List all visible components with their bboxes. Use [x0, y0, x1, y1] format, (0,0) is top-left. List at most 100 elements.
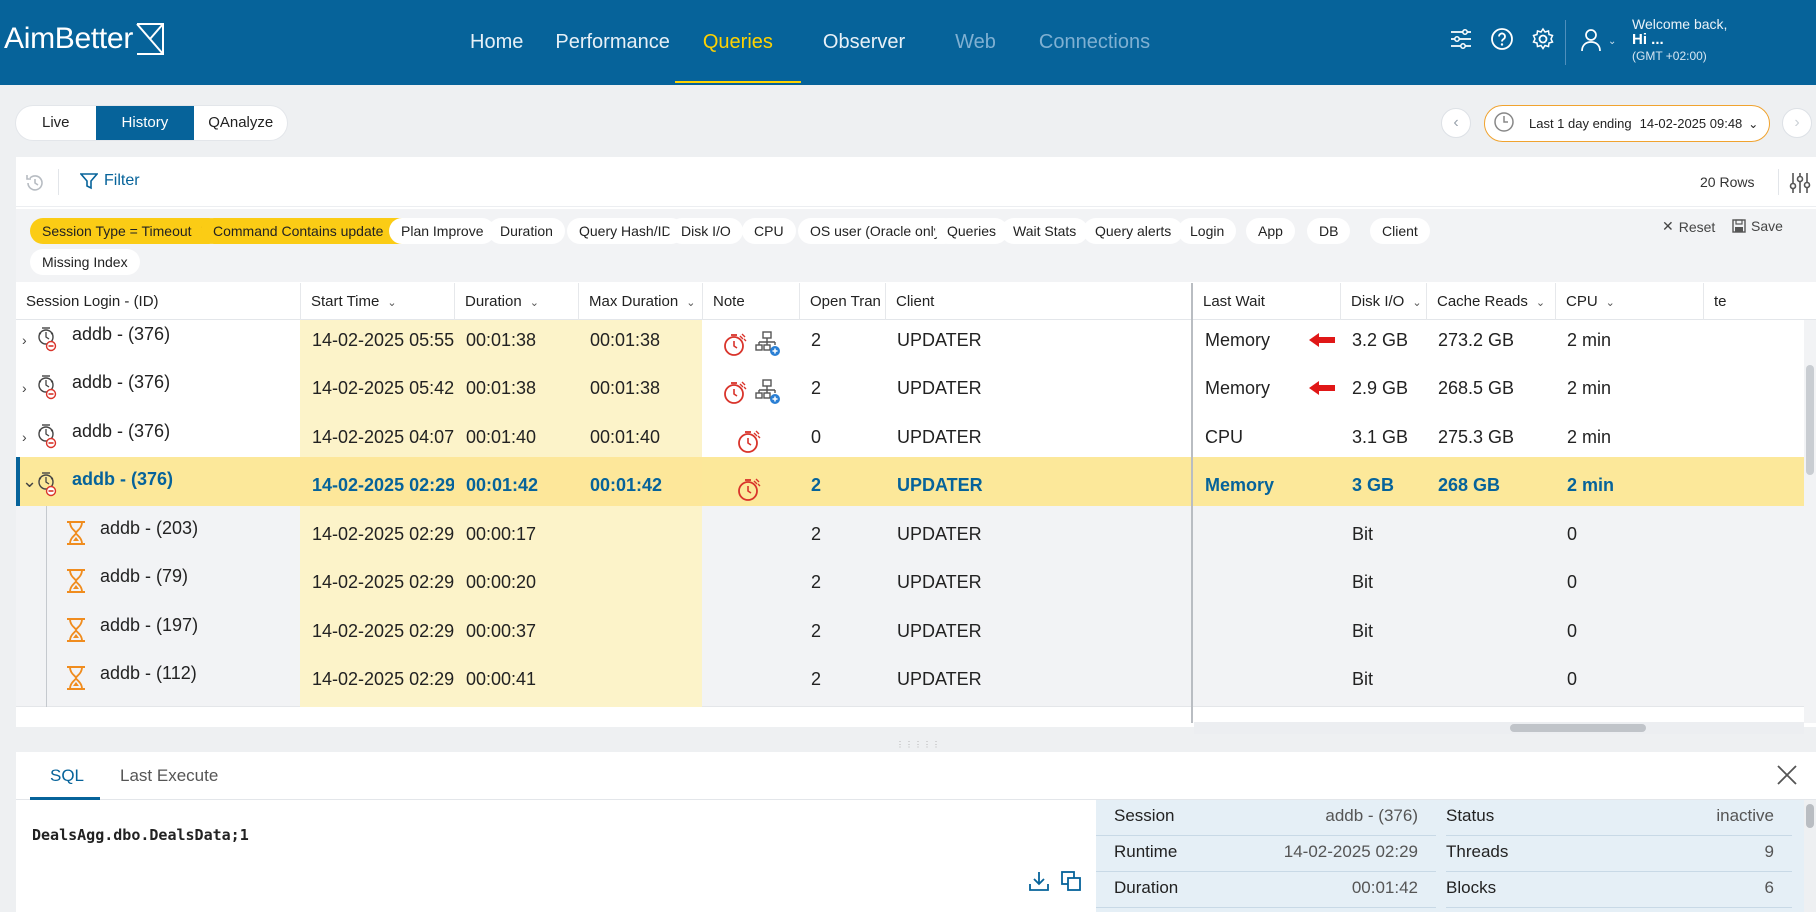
col-start-time[interactable]: Start Time ⌄ [300, 283, 454, 320]
chip-app[interactable]: App [1246, 218, 1295, 244]
info-status: Status inactive [1446, 800, 1792, 836]
nav-performance[interactable]: Performance [555, 31, 670, 53]
chip-plan-improve[interactable]: Plan Improve [389, 218, 496, 244]
col-cache-reads[interactable]: Cache Reads ⌄ [1426, 283, 1555, 320]
cell-open-tran: 2 [811, 572, 822, 592]
col-session-login[interactable]: Session Login - (ID) [16, 283, 300, 320]
hourglass-icon [64, 665, 88, 696]
table-row[interactable]: › addb - (376) 14-02-2025 04:07 00:01:40 00:… [16, 409, 1804, 465]
chevron-down-icon: ⌄ [387, 297, 397, 309]
col-label: CPU [1566, 293, 1598, 310]
cell-session-login: addb - (79) [100, 566, 189, 586]
nav-home[interactable]: Home [470, 31, 524, 53]
date-range-picker[interactable]: Last 1 day ending 14-02-2025 09:48 ⌄ [1484, 105, 1770, 142]
col-cpu[interactable]: CPU ⌄ [1555, 283, 1703, 320]
chevron-down-icon[interactable]: ⌄ [1608, 36, 1617, 47]
col-note[interactable]: Note [702, 283, 799, 320]
aimbetter-logo[interactable]: AimBetter [4, 22, 165, 56]
chip-wait-stats[interactable]: Wait Stats [1001, 218, 1089, 244]
cell-cpu: 0 [1567, 524, 1578, 544]
prev-range-button[interactable]: ‹ [1441, 108, 1471, 138]
chip-duration[interactable]: Duration [488, 218, 565, 244]
chevron-down-icon: ⌄ [1605, 297, 1615, 309]
chip-os-user[interactable]: OS user (Oracle only) [798, 218, 958, 244]
cell-duration: 00:00:17 [454, 506, 578, 562]
chip-disk-io[interactable]: Disk I/O [669, 218, 743, 244]
chip-command-contains[interactable]: Command Contains update✕ [201, 218, 415, 244]
filter-button[interactable]: Filter [80, 172, 140, 190]
chip-query-alerts[interactable]: Query alerts [1083, 218, 1184, 244]
gear-icon[interactable] [1530, 26, 1556, 52]
reset-button[interactable]: ✕ Reset [1662, 218, 1715, 235]
mode-live[interactable]: Live [42, 114, 70, 131]
user-welcome[interactable]: Welcome back, Hi ... (GMT +02:00) [1632, 16, 1727, 64]
chip-session-type[interactable]: Session Type = Timeout✕ [30, 218, 223, 244]
cell-duration: 00:01:38 [454, 360, 578, 416]
save-button[interactable]: Save [1732, 218, 1783, 234]
user-avatar-icon[interactable] [1580, 28, 1602, 57]
col-open-tran[interactable]: Open Tran [799, 283, 885, 320]
info-value: addb - (376) [1325, 806, 1418, 825]
cell-start-time: 14-02-2025 02:29 [300, 603, 454, 659]
history-icon[interactable] [24, 172, 46, 199]
next-range-button[interactable]: › [1782, 108, 1812, 138]
scrollbar-thumb[interactable] [1510, 724, 1646, 732]
col-duration[interactable]: Duration ⌄ [454, 283, 578, 320]
chevron-down-icon[interactable]: ⌄ [22, 471, 38, 491]
sliders-icon[interactable] [1448, 26, 1474, 52]
scrollbar-thumb[interactable] [1806, 365, 1814, 475]
active-tab-indicator [30, 797, 100, 800]
cell-disk-io: 3.2 GB [1352, 330, 1409, 350]
cell-note [702, 320, 799, 368]
table-row[interactable]: addb - (112) 14-02-2025 02:29 00:00:41 2 UPD… [16, 651, 1804, 707]
col-client[interactable]: Client [885, 283, 1191, 320]
cell-last-wait: CPU [1205, 427, 1244, 447]
chevron-right-icon[interactable]: › [22, 429, 27, 445]
table-horizontal-scrollbar[interactable] [1194, 722, 1804, 734]
tab-sql[interactable]: SQL [50, 766, 85, 785]
nav-web[interactable]: Web [955, 31, 996, 53]
cell-duration: 00:00:20 [454, 554, 578, 610]
table-row[interactable]: addb - (197) 14-02-2025 02:29 00:00:37 2 UPD… [16, 603, 1804, 659]
close-icon[interactable] [1776, 764, 1798, 791]
help-icon[interactable] [1489, 26, 1515, 52]
mode-history[interactable]: History [95, 106, 195, 140]
chevron-right-icon[interactable]: › [22, 380, 27, 396]
col-te[interactable]: te [1703, 283, 1804, 320]
table-row[interactable]: addb - (79) 14-02-2025 02:29 00:00:20 2 UPDA… [16, 554, 1804, 610]
chip-query-hash[interactable]: Query Hash/ID [567, 218, 684, 244]
nav-queries[interactable]: Queries [674, 0, 801, 85]
col-label: Note [713, 293, 745, 310]
info-scrollbar[interactable] [1804, 800, 1816, 912]
chevron-left-icon: ‹ [1453, 114, 1459, 131]
scrollbar-thumb[interactable] [1806, 804, 1814, 828]
tab-last-execute[interactable]: Last Execute [120, 766, 219, 785]
cell-session-login: addb - (112) [100, 663, 197, 683]
col-last-wait[interactable]: Last Wait [1193, 283, 1340, 320]
chip-login[interactable]: Login [1178, 218, 1237, 244]
cell-start-time: 14-02-2025 02:29 [300, 554, 454, 610]
cell-cpu: 2 min [1567, 330, 1612, 350]
nav-connections[interactable]: Connections [1038, 31, 1151, 53]
col-disk-io[interactable]: Disk I/O ⌄ [1340, 283, 1426, 320]
chip-cpu[interactable]: CPU [742, 218, 796, 244]
mode-qanalyze[interactable]: QAnalyze [208, 114, 274, 131]
chip-queries[interactable]: Queries [935, 218, 1009, 244]
cell-max-duration: 00:01:42 [578, 457, 702, 513]
chevron-right-icon[interactable]: › [22, 332, 27, 348]
cell-disk-io: 2.9 GB [1352, 378, 1409, 398]
chip-missing-index[interactable]: Missing Index [30, 249, 140, 275]
download-icon[interactable] [1028, 870, 1050, 897]
nav-observer[interactable]: Observer [822, 31, 906, 53]
table-row[interactable]: › addb - (376) 14-02-2025 05:42 00:01:38 00:… [16, 360, 1804, 416]
col-max-duration[interactable]: Max Duration ⌄ [578, 283, 702, 320]
chip-client[interactable]: Client [1370, 218, 1430, 244]
column-settings-icon[interactable] [1788, 171, 1812, 200]
table-vertical-scrollbar[interactable] [1804, 320, 1816, 723]
cell-last-wait: Memory [1205, 475, 1275, 495]
copy-icon[interactable] [1060, 870, 1082, 897]
info-key: Runtime [1114, 842, 1178, 861]
chip-db[interactable]: DB [1307, 218, 1351, 244]
resize-handle[interactable]: ⋮⋮⋮⋮⋮ [896, 740, 941, 749]
cell-duration: 00:00:41 [454, 651, 578, 707]
